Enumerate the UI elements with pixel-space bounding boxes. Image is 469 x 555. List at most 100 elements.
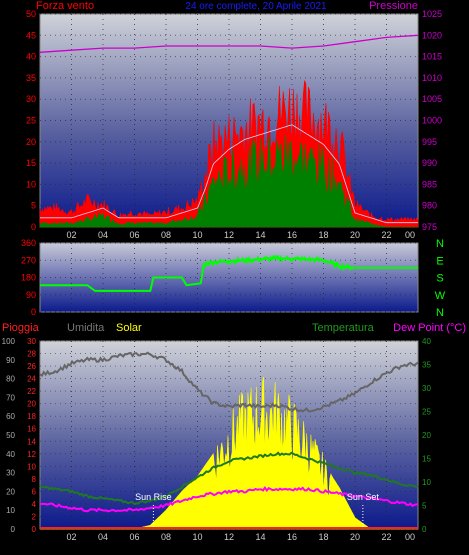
rain-label: Pioggia	[2, 322, 40, 334]
y-tick-label: 25	[26, 116, 36, 126]
x-tick-label: 14	[255, 532, 265, 542]
wind-avg-series	[39, 134, 418, 228]
temp-tick-label: 10	[422, 478, 431, 487]
rain-tick-label: 14	[27, 437, 36, 446]
rain-tick-label: 28	[27, 350, 36, 359]
y-tick-label-right: 1005	[422, 94, 442, 104]
x-tick-label: 18	[318, 230, 328, 240]
rain-tick-label: 16	[27, 425, 36, 434]
compass-label: N	[436, 238, 444, 250]
x-tick-label: 14	[255, 230, 265, 240]
wind-direction-series	[40, 257, 418, 292]
y-tick-label-right: 1000	[422, 116, 442, 126]
temperature-label: Temperatura	[312, 322, 375, 334]
y-tick-label: 10	[26, 179, 36, 189]
x-tick-label: 22	[381, 532, 391, 542]
y-tick-label: 0	[31, 222, 36, 232]
dewpoint-label: Dew Point (°C)	[393, 322, 466, 334]
x-tick-label: 06	[129, 532, 139, 542]
y-tick-label: 360	[21, 238, 36, 248]
temp-tick-label: 15	[422, 455, 431, 464]
y-tick-label: 180	[21, 273, 36, 283]
x-tick-label: 02	[66, 532, 76, 542]
x-tick-label: 00	[405, 532, 415, 542]
y-tick-label-right: 1020	[422, 30, 442, 40]
compass-label: S	[436, 273, 443, 285]
temp-tick-label: 40	[422, 337, 431, 346]
rain-tick-label: 0	[32, 525, 37, 534]
x-tick-label: 20	[350, 532, 360, 542]
x-tick-label: 02	[66, 230, 76, 240]
wind-mean-line	[40, 124, 418, 224]
temp-tick-label: 30	[422, 384, 431, 393]
humidity-tick-label: 20	[6, 487, 15, 496]
humidity-tick-label: 10	[6, 506, 15, 515]
rain-tick-label: 26	[27, 362, 36, 371]
y-tick-label-right: 975	[422, 222, 437, 232]
y-tick-label: 40	[26, 52, 36, 62]
y-tick-label: 15	[26, 158, 36, 168]
pressure-label: Pressione	[369, 0, 418, 12]
x-tick-label: 06	[129, 230, 139, 240]
rain-tick-label: 30	[27, 337, 36, 346]
x-tick-label: 04	[98, 532, 108, 542]
humidity-tick-label: 60	[6, 412, 15, 421]
x-tick-label: 00	[405, 230, 415, 240]
rain-tick-label: 8	[32, 475, 37, 484]
wind-direction-jitter	[203, 254, 356, 272]
temp-tick-label: 5	[422, 502, 427, 511]
x-tick-label: 20	[350, 230, 360, 240]
temp-tick-label: 35	[422, 361, 431, 370]
temp-tick-label: 0	[422, 525, 427, 534]
y-tick-label-right: 985	[422, 179, 437, 189]
humidity-tick-label: 0	[11, 525, 16, 534]
dewpoint-series	[39, 485, 419, 513]
y-tick-label: 50	[26, 9, 36, 19]
rain-tick-label: 2	[32, 512, 37, 521]
humidity-tick-label: 90	[6, 356, 15, 365]
wind-speed-label: Forza vento	[36, 0, 94, 12]
y-tick-label-right: 980	[422, 201, 437, 211]
x-tick-label: 22	[381, 230, 391, 240]
y-tick-label: 30	[26, 94, 36, 104]
compass-label: W	[435, 290, 446, 302]
rain-tick-label: 18	[27, 412, 36, 421]
compass-label: E	[436, 255, 443, 267]
y-tick-label-right: 995	[422, 137, 437, 147]
compass-label: N	[436, 307, 444, 319]
y-tick-label-right: 1010	[422, 73, 442, 83]
humidity-label: Umidita	[67, 322, 105, 334]
humidity-tick-label: 70	[6, 393, 15, 402]
y-tick-label: 35	[26, 73, 36, 83]
x-tick-label: 08	[161, 230, 171, 240]
x-tick-label: 10	[192, 230, 202, 240]
y-tick-label: 90	[26, 290, 36, 300]
x-tick-label: 10	[192, 532, 202, 542]
solar-label: Solar	[116, 322, 142, 334]
x-tick-label: 16	[287, 532, 297, 542]
humidity-tick-label: 100	[2, 337, 16, 346]
y-tick-label-right: 1015	[422, 52, 442, 62]
rain-tick-label: 4	[32, 500, 37, 509]
humidity-tick-label: 30	[6, 469, 15, 478]
humidity-tick-label: 40	[6, 450, 15, 459]
x-tick-label: 12	[224, 532, 234, 542]
rain-tick-label: 12	[27, 450, 36, 459]
pressure-series	[39, 34, 419, 53]
y-tick-label: 270	[21, 255, 36, 265]
x-tick-label: 04	[98, 230, 108, 240]
rain-tick-label: 22	[27, 387, 36, 396]
sun-marker-label: Sun Rise	[135, 492, 172, 502]
temp-tick-label: 20	[422, 431, 431, 440]
rain-tick-label: 6	[32, 487, 37, 496]
temperature-series	[39, 451, 419, 506]
rain-tick-label: 10	[27, 462, 36, 471]
y-tick-label: 45	[26, 30, 36, 40]
y-tick-label-right: 1025	[422, 9, 442, 19]
sun-marker-label: Sun Set	[347, 492, 380, 502]
x-tick-label: 16	[287, 230, 297, 240]
x-tick-label: 18	[318, 532, 328, 542]
y-tick-label: 20	[26, 137, 36, 147]
x-tick-label: 12	[224, 230, 234, 240]
